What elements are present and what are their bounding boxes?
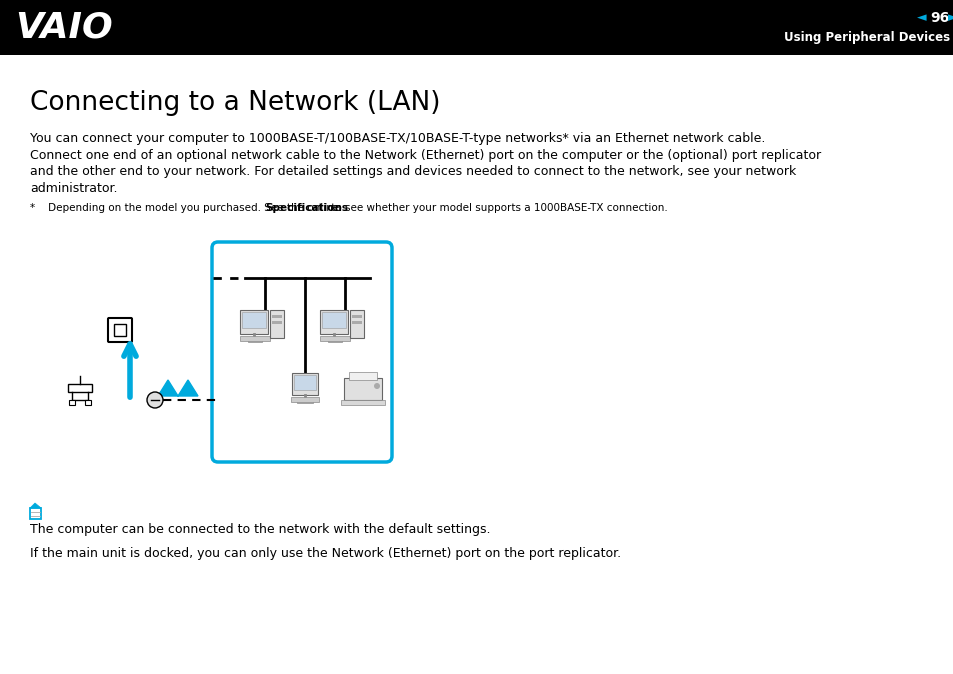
Bar [270,310,284,338]
Bar [328,339,341,342]
Text: and the other end to your network. For detailed settings and devices needed to c: and the other end to your network. For d… [30,165,796,178]
Bar [248,339,262,342]
Text: to see whether your model supports a 1000BASE-TX connection.: to see whether your model supports a 100… [328,203,667,213]
Bar [350,310,364,338]
Text: administrator.: administrator. [30,181,117,195]
Text: Using Peripheral Devices: Using Peripheral Devices [783,32,949,44]
Bar [113,324,126,336]
Bar [68,384,91,392]
Bar [242,312,266,328]
Bar [272,315,282,318]
Bar [69,400,75,405]
FancyBboxPatch shape [212,242,392,462]
Text: Connecting to a Network (LAN): Connecting to a Network (LAN) [30,90,440,116]
Bar [319,336,350,341]
Bar [319,310,348,334]
Bar [344,378,381,400]
Bar [352,315,361,318]
Text: *    Depending on the model you purchased. See the online: * Depending on the model you purchased. … [30,203,342,213]
Polygon shape [30,503,41,508]
Bar [352,321,361,324]
Text: ►: ► [947,11,953,24]
Bar [240,310,268,334]
Bar [296,400,313,403]
Bar [0,0,953,55]
Bar [291,397,318,402]
Bar [292,373,317,395]
Text: Connect one end of an optional network cable to the Network (Ethernet) port on t: Connect one end of an optional network c… [30,148,821,162]
Bar [322,312,346,328]
Circle shape [374,383,379,389]
Polygon shape [158,380,198,396]
Bar [272,321,282,324]
Bar [294,375,315,390]
Text: 96: 96 [929,11,948,25]
Bar [85,400,91,405]
Text: You can connect your computer to 1000BASE-T/100BASE-TX/10BASE-T-type networks* v: You can connect your computer to 1000BAS… [30,132,764,145]
Text: Specifications: Specifications [265,203,348,213]
Text: VAIO: VAIO [15,11,112,44]
Bar [340,400,385,405]
Text: ◄: ◄ [916,11,926,24]
Text: The computer can be connected to the network with the default settings.: The computer can be connected to the net… [30,523,490,536]
Bar [349,372,376,380]
Bar [240,336,270,341]
Circle shape [147,392,163,408]
Text: If the main unit is docked, you can only use the Network (Ethernet) port on the : If the main unit is docked, you can only… [30,547,620,560]
FancyBboxPatch shape [108,318,132,342]
Polygon shape [30,508,41,519]
